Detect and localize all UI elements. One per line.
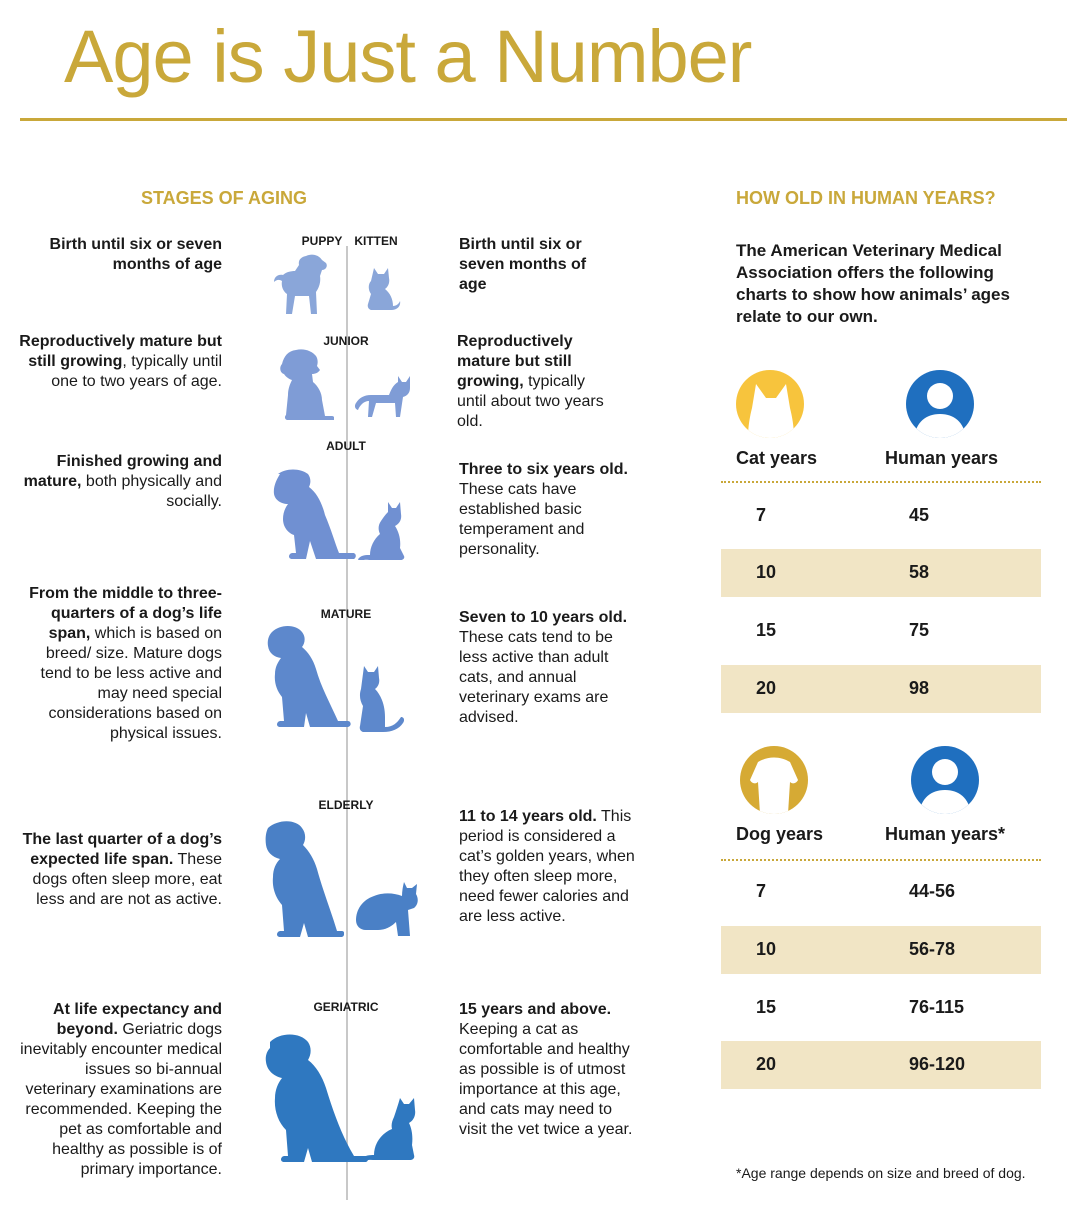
table-row: 20 98 — [721, 665, 1041, 713]
geriatric-dog-icon — [265, 1034, 369, 1162]
cat-desc-geriatric: 15 years and above. Keeping a cat as com… — [459, 1001, 633, 1138]
stage-label-junior: JUNIOR — [323, 334, 369, 348]
dog-desc-puppy: Birth until six or seven months of age — [49, 236, 222, 273]
geriatric-cat-icon — [360, 1098, 416, 1162]
stages-heading: STAGES OF AGING — [141, 188, 308, 208]
dog-desc-elderly: The last quarter of a dog’s expected lif… — [22, 831, 222, 908]
dog-desc-adult: Finished growing and mature, both physic… — [23, 453, 222, 510]
stage-label-mature: MATURE — [320, 607, 372, 621]
adult-dog-icon — [273, 469, 356, 559]
stage-label-puppy: PUPPY — [301, 234, 343, 248]
footnote: *Age range depends on size and breed of … — [736, 1165, 1026, 1181]
cat-desc-mature: Seven to 10 years old. These cats tend t… — [459, 609, 628, 726]
stage-label-kitten: KITTEN — [354, 234, 398, 248]
table-row: 10 58 — [721, 549, 1041, 597]
cat-head-icon — [736, 370, 804, 438]
dog-human-years-header: Human years* — [885, 824, 1006, 844]
junior-cat-icon — [354, 376, 410, 417]
person-icon — [906, 370, 974, 438]
junior-dog-icon — [280, 349, 334, 420]
dog-years-header: Dog years — [736, 824, 824, 844]
cat-desc-adult: Three to six years old. These cats have … — [459, 461, 628, 558]
human-years-heading: HOW OLD IN HUMAN YEARS? — [736, 188, 996, 208]
dog-head-icon — [740, 746, 808, 814]
person-icon — [911, 746, 979, 814]
cat-desc-kitten: Birth until six or seven months of age — [459, 236, 587, 293]
elderly-dog-icon — [265, 821, 344, 937]
dog-desc-geriatric: At life expectancy and beyond. Geriatric… — [20, 1001, 222, 1178]
page-title: Age is Just a Number — [64, 15, 752, 98]
human-years-intro: The American Veterinary Medical Associat… — [736, 241, 1010, 326]
adult-cat-icon — [358, 502, 405, 560]
table-row: 7 45 — [756, 505, 930, 525]
mature-cat-icon — [359, 666, 405, 732]
stage-label-elderly: ELDERLY — [318, 798, 374, 812]
kitten-icon — [367, 268, 401, 310]
cat-human-years-header: Human years — [885, 448, 999, 468]
puppy-icon — [274, 254, 327, 314]
elderly-cat-icon — [356, 882, 418, 936]
table-row: 15 76-115 — [756, 997, 965, 1017]
dog-desc-mature: From the middle to three-quarters of a d… — [29, 585, 222, 742]
stage-label-geriatric: GERIATRIC — [313, 1000, 379, 1014]
cat-years-header: Cat years — [736, 448, 818, 468]
title-divider — [20, 118, 1067, 121]
dog-table-divider — [721, 859, 1041, 861]
table-row: 20 96-120 — [721, 1041, 1041, 1089]
table-row: 7 44-56 — [756, 881, 956, 901]
cat-table-divider — [721, 481, 1041, 483]
dog-desc-junior: Reproductively mature but still growing,… — [19, 333, 222, 390]
stage-label-adult: ADULT — [326, 439, 366, 453]
table-row: 15 75 — [756, 620, 930, 640]
cat-desc-elderly: 11 to 14 years old. This period is consi… — [459, 808, 635, 925]
mature-dog-icon — [267, 626, 351, 727]
cat-desc-junior: Reproductively mature but still growing,… — [457, 333, 604, 430]
table-row: 10 56-78 — [721, 926, 1041, 974]
